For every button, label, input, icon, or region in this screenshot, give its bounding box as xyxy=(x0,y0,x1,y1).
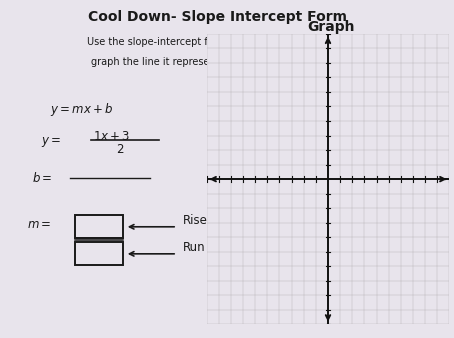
Text: $2$: $2$ xyxy=(116,143,124,156)
Text: Run: Run xyxy=(183,241,205,254)
Text: Graph: Graph xyxy=(308,20,355,34)
Text: $1x + 3$: $1x + 3$ xyxy=(93,130,130,143)
Bar xyxy=(75,215,123,238)
Bar xyxy=(75,242,123,265)
Text: Cool Down- Slope Intercept Form: Cool Down- Slope Intercept Form xyxy=(89,10,347,24)
Text: Use the slope-intercept form equation, y = ½x + 3 to: Use the slope-intercept form equation, y… xyxy=(87,37,349,47)
Text: $y = mx + b$: $y = mx + b$ xyxy=(50,101,114,118)
Text: $y =$: $y =$ xyxy=(41,135,61,149)
Text: $m =$: $m =$ xyxy=(27,218,52,231)
Text: Rise: Rise xyxy=(183,214,207,226)
Text: $b =$: $b =$ xyxy=(32,171,52,185)
Text: graph the line it represents.: graph the line it represents. xyxy=(90,57,227,68)
